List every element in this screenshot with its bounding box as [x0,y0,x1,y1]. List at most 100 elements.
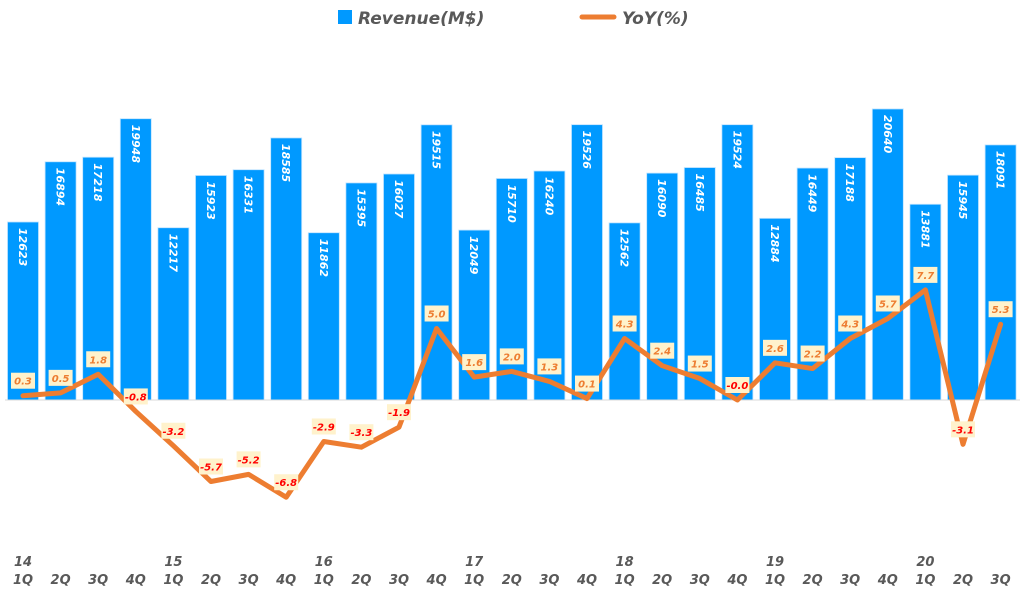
yoy-label-bg [951,421,975,438]
yoy-label-bg [387,404,411,421]
yoy-data-label: -6.8 [275,478,297,489]
yoy-label-bg [687,355,712,372]
x-tick-quarter: 4Q [125,573,146,588]
yoy-data-label: -1.9 [388,408,410,419]
yoy-label-bg [11,372,35,389]
yoy-label-bg [875,295,900,312]
revenue-bar [871,108,904,401]
x-tick-quarter: 1Q [13,573,33,588]
x-tick-quarter: 1Q [464,573,484,588]
x-tick-quarter: 4Q [576,573,597,588]
yoy-data-label: 2.2 [804,350,822,361]
x-tick-quarter: 3Q [840,573,860,588]
x-tick-quarter: 3Q [239,573,259,588]
x-tick-quarter: 2Q [652,573,672,588]
revenue-data-label: 12562 [618,229,631,268]
yoy-data-label: 1.8 [89,355,107,366]
x-tick-year: 14 [14,555,32,570]
revenue-data-label: 15923 [204,181,217,220]
yoy-label-bg [199,458,223,475]
revenue-bar [195,175,227,401]
revenue-data-label: 11862 [317,239,330,278]
revenue-data-label: 12623 [16,228,29,267]
revenue-data-label: 20640 [881,115,894,154]
x-tick-quarter: 1Q [314,573,334,588]
x-tick-quarter: 3Q [88,573,108,588]
yoy-label-bg [650,342,675,359]
revenue-data-label: 19515 [430,131,443,170]
yoy-label-bg [988,301,1013,318]
revenue-bar [608,222,641,401]
yoy-label-bg [311,418,336,435]
yoy-data-label: 0.5 [52,374,70,385]
yoy-data-label: 2.0 [503,352,521,363]
x-tick-quarter: 4Q [275,573,296,588]
yoy-data-label: 0.1 [578,380,596,391]
yoy-data-label: -3.3 [350,428,372,439]
revenue-bar [646,172,679,401]
revenue-data-label: 19526 [580,131,593,170]
yoy-data-label: 1.6 [465,358,483,369]
x-tick-year: 16 [315,555,333,570]
x-tick-quarter: 3Q [690,573,710,588]
revenue-data-label: 17188 [843,164,856,203]
yoy-line-group: 0.3 0.5 1.8 -0.8 -3.2 -5.7 -5.2 -6.8 -2.9 -3.3 -1.… [11,266,1013,500]
yoy-label-bg [612,315,637,332]
x-tick-quarter: 3Q [539,573,559,588]
revenue-data-label: 16485 [693,174,706,213]
revenue-data-label: 15945 [956,181,969,220]
x-tick-quarter: 4Q [877,573,898,588]
yoy-label-bg [575,375,599,392]
yoy-data-label: -3.2 [162,427,184,438]
yoy-data-label: -5.7 [200,463,222,474]
revenue-bar [947,174,979,401]
yoy-data-label: -2.9 [313,422,335,433]
revenue-bar [458,229,491,401]
yoy-label-bg [537,358,562,375]
revenue-bar [383,173,415,401]
x-tick-year: 19 [766,555,784,570]
revenue-data-label: 16894 [54,168,67,206]
yoy-data-label: 1.5 [691,360,709,371]
yoy-label-bg [725,377,750,393]
yoy-label-bg [424,305,449,322]
yoy-data-label: 5.0 [428,310,446,321]
x-tick-quarter: 3Q [389,573,409,588]
yoy-label-bg [763,339,787,356]
revenue-data-label: 16027 [392,180,405,219]
revenue-bar [571,124,603,401]
yoy-label-bg [123,388,148,405]
revenue-data-label: 16449 [806,174,819,213]
yoy-data-label: 4.3 [840,320,859,331]
yoy-label-bg [838,315,863,332]
yoy-label-bg [800,345,825,362]
yoy-data-label: 7.7 [917,271,935,282]
revenue-data-label: 19948 [129,125,142,164]
yoy-data-label: 2.6 [766,344,784,355]
yoy-data-label: 5.7 [879,299,897,310]
revenue-data-label: 17218 [91,163,104,202]
revenue-bar [270,137,303,401]
yoy-label-bg [48,369,73,386]
yoy-data-label: -3.1 [952,425,974,436]
x-tick-quarter: 2Q [51,573,71,588]
yoy-label-bg [236,451,261,468]
revenue-data-label: 12049 [467,236,480,275]
x-tick-quarter: 3Q [991,573,1011,588]
legend-revenue-swatch [338,10,352,24]
x-tick-quarter: 1Q [765,573,785,588]
revenue-data-label: 16240 [542,177,555,216]
revenue-bar [232,169,265,401]
yoy-label-bg [161,422,186,439]
revenue-data-label: 16331 [242,176,255,214]
yoy-data-label: 4.3 [615,320,634,331]
x-tick-quarter: 2Q [953,573,973,588]
yoy-label-bg [913,266,938,283]
x-tick-quarter: 1Q [615,573,635,588]
revenue-bar [345,182,378,401]
revenue-bar [157,227,190,401]
x-tick-year: 18 [616,555,634,570]
revenue-data-label: 15395 [354,189,367,228]
revenue-data-label: 12217 [166,234,179,273]
x-tick-quarter: 2Q [803,573,823,588]
